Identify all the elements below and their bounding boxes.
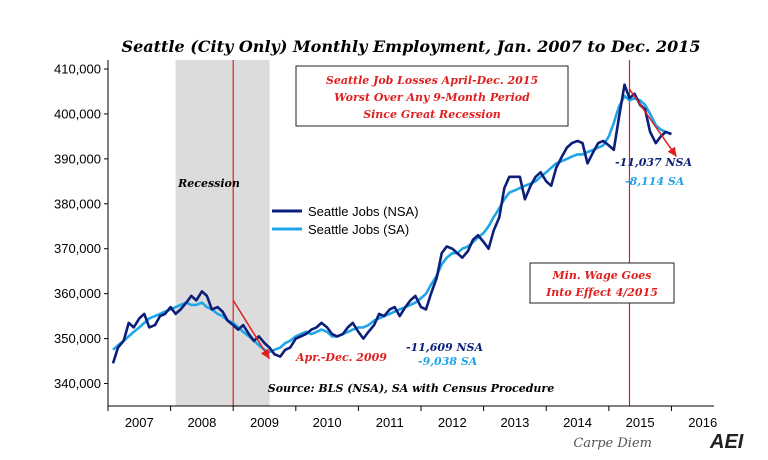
- aei-logo: AEI: [709, 431, 744, 453]
- x-tick-label: 2009: [250, 415, 279, 430]
- sa-2015-label: -8,114 SA: [625, 175, 685, 188]
- nsa-2015-label: -11,037 NSA: [615, 156, 692, 169]
- y-tick-label: 350,000: [54, 331, 101, 346]
- arrows: [232, 88, 678, 360]
- vertical-lines: [232, 60, 631, 406]
- y-tick-label: 400,000: [54, 106, 101, 121]
- recession-band: [175, 60, 270, 406]
- min-wage-line-2: Into Effect 4/2015: [545, 286, 658, 299]
- source-note: Source: BLS (NSA), SA with Census Proced…: [268, 382, 554, 395]
- carpe-diem-label: Carpe Diem: [573, 436, 652, 451]
- x-tick-label: 2014: [563, 415, 592, 430]
- job-loss-box: [295, 65, 569, 127]
- sa-2009-label: -9,038 SA: [418, 355, 478, 368]
- series-lines: [111, 83, 672, 364]
- x-tick-label: 2016: [688, 415, 717, 430]
- job-loss-line-2: Worst Over Any 9-Month Period: [334, 91, 530, 104]
- arrow-head-0: [260, 348, 270, 359]
- y-ticks: 340,000 350,000 360,000 370,000 380,000 390,0…: [54, 61, 108, 391]
- x-tick-label: 2013: [500, 415, 529, 430]
- y-tick-label: 360,000: [54, 286, 101, 301]
- x-tick-label: 2010: [313, 415, 342, 430]
- x-tick-label: 2008: [187, 415, 216, 430]
- min-wage-annotation: Min. Wage Goes Into Effect 4/2015: [529, 262, 675, 304]
- legend-label-nsa: Seattle Jobs (NSA): [308, 204, 419, 219]
- y-tick-label: 370,000: [54, 241, 101, 256]
- x-tick-label: 2012: [438, 415, 467, 430]
- x-tick-label: 2015: [626, 415, 655, 430]
- legend-label-sa: Seattle Jobs (SA): [308, 222, 409, 237]
- arrow-line-0: [232, 300, 271, 360]
- job-loss-line-1: Seattle Job Losses April-Dec. 2015: [326, 74, 538, 87]
- x-ticks: 2007 2008 2009 2010 2011 2012 2013 2014 2015 2016: [107, 406, 717, 430]
- chart-title: Seattle (City Only) Monthly Employment, …: [122, 37, 701, 56]
- x-tick-label: 2011: [376, 415, 404, 430]
- y-tick-label: 390,000: [54, 151, 101, 166]
- y-tick-label: 380,000: [54, 196, 101, 211]
- x-tick-label: 2007: [125, 415, 154, 430]
- nsa-2009-label: -11,609 NSA: [406, 341, 483, 354]
- arrow-head-1: [667, 146, 677, 157]
- legend: Seattle Jobs (NSA) Seattle Jobs (SA): [272, 204, 419, 237]
- series-line-sa: [112, 94, 672, 354]
- min-wage-box: [529, 262, 675, 304]
- min-wage-line-1: Min. Wage Goes: [552, 269, 652, 282]
- job-loss-line-3: Since Great Recession: [363, 108, 501, 121]
- series-line-nsa: [111, 83, 672, 364]
- apr-dec-2009-label: Apr.-Dec. 2009: [295, 351, 387, 364]
- recession-label: Recession: [177, 177, 240, 190]
- arrow-line-1: [628, 88, 678, 158]
- y-tick-label: 410,000: [54, 61, 101, 76]
- job-loss-annotation: Seattle Job Losses April-Dec. 2015 Worst…: [295, 65, 569, 127]
- y-tick-label: 340,000: [54, 376, 101, 391]
